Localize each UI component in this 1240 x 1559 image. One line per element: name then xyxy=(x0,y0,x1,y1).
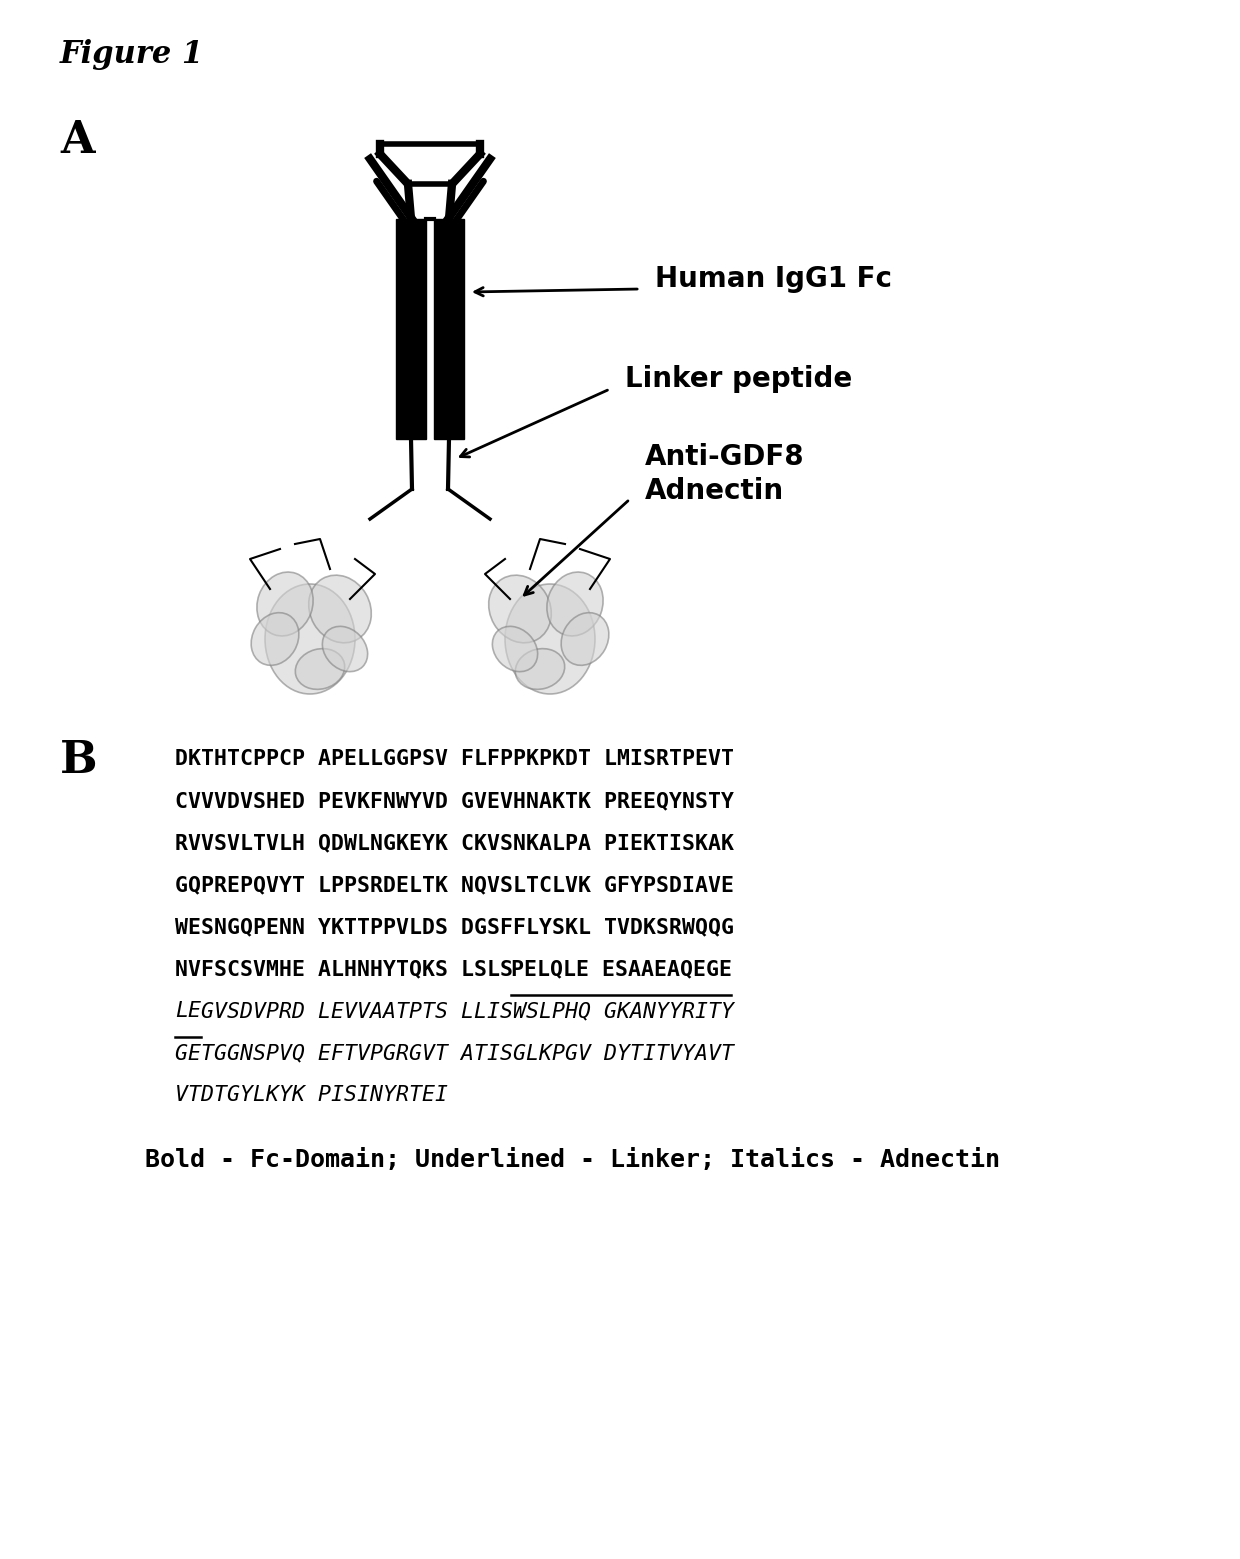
Text: Figure 1: Figure 1 xyxy=(60,39,205,70)
Ellipse shape xyxy=(257,572,314,636)
Ellipse shape xyxy=(265,585,355,694)
Ellipse shape xyxy=(492,627,538,672)
Text: RVVSVLTVLH QDWLNGKEYK CKVSNKALPA PIEKTISKAK: RVVSVLTVLH QDWLNGKEYK CKVSNKALPA PIEKTIS… xyxy=(175,833,734,853)
Text: NVFSCSVMHE ALHNHYTQKS LSLS: NVFSCSVMHE ALHNHYTQKS LSLS xyxy=(175,959,513,979)
Text: Linker peptide: Linker peptide xyxy=(625,365,852,393)
Text: Human IgG1 Fc: Human IgG1 Fc xyxy=(655,265,892,293)
Ellipse shape xyxy=(309,575,371,642)
Bar xyxy=(434,218,464,440)
Text: GETGGNSPVQ EFTVPGRGVT ATISGLKPGV DYTITVYAVT: GETGGNSPVQ EFTVPGRGVT ATISGLKPGV DYTITVY… xyxy=(175,1043,734,1063)
Ellipse shape xyxy=(516,649,564,689)
Text: VTDTGYLKYK PISINYRTEI: VTDTGYLKYK PISINYRTEI xyxy=(175,1085,448,1105)
Ellipse shape xyxy=(322,627,367,672)
Ellipse shape xyxy=(562,613,609,666)
Text: CVVVDVSHED PEVKFNWYVD GVEVHNAKTK PREEQYNSTY: CVVVDVSHED PEVKFNWYVD GVEVHNAKTK PREEQYN… xyxy=(175,790,734,811)
Text: A: A xyxy=(60,118,94,162)
Bar xyxy=(396,218,427,440)
Text: GVSDVPRD LEVVAATPTS LLISWSLPHQ GKANYYRITY: GVSDVPRD LEVVAATPTS LLISWSLPHQ GKANYYRIT… xyxy=(201,1001,734,1021)
Ellipse shape xyxy=(547,572,603,636)
Ellipse shape xyxy=(489,575,552,642)
Text: PELQLE ESAAEAQEGE: PELQLE ESAAEAQEGE xyxy=(511,959,733,979)
Ellipse shape xyxy=(252,613,299,666)
Text: LE: LE xyxy=(175,1001,201,1021)
Text: DKTHTCPPCP APELLGGPSV FLFPPKPKDT LMISRTPEVT: DKTHTCPPCP APELLGGPSV FLFPPKPKDT LMISRTP… xyxy=(175,748,734,769)
Text: WESNGQPENN YKTTPPVLDS DGSFFLYSKL TVDKSRWQQG: WESNGQPENN YKTTPPVLDS DGSFFLYSKL TVDKSRW… xyxy=(175,917,734,937)
Ellipse shape xyxy=(505,585,595,694)
Text: Anti-GDF8
Adnectin: Anti-GDF8 Adnectin xyxy=(645,443,805,505)
Text: Bold - Fc-Domain; Underlined - Linker; Italics - Adnectin: Bold - Fc-Domain; Underlined - Linker; I… xyxy=(145,1147,999,1172)
Text: B: B xyxy=(60,739,98,783)
Ellipse shape xyxy=(295,649,345,689)
Text: GQPREPQVYT LPPSRDELTK NQVSLTCLVK GFYPSDIAVE: GQPREPQVYT LPPSRDELTK NQVSLTCLVK GFYPSDI… xyxy=(175,875,734,895)
